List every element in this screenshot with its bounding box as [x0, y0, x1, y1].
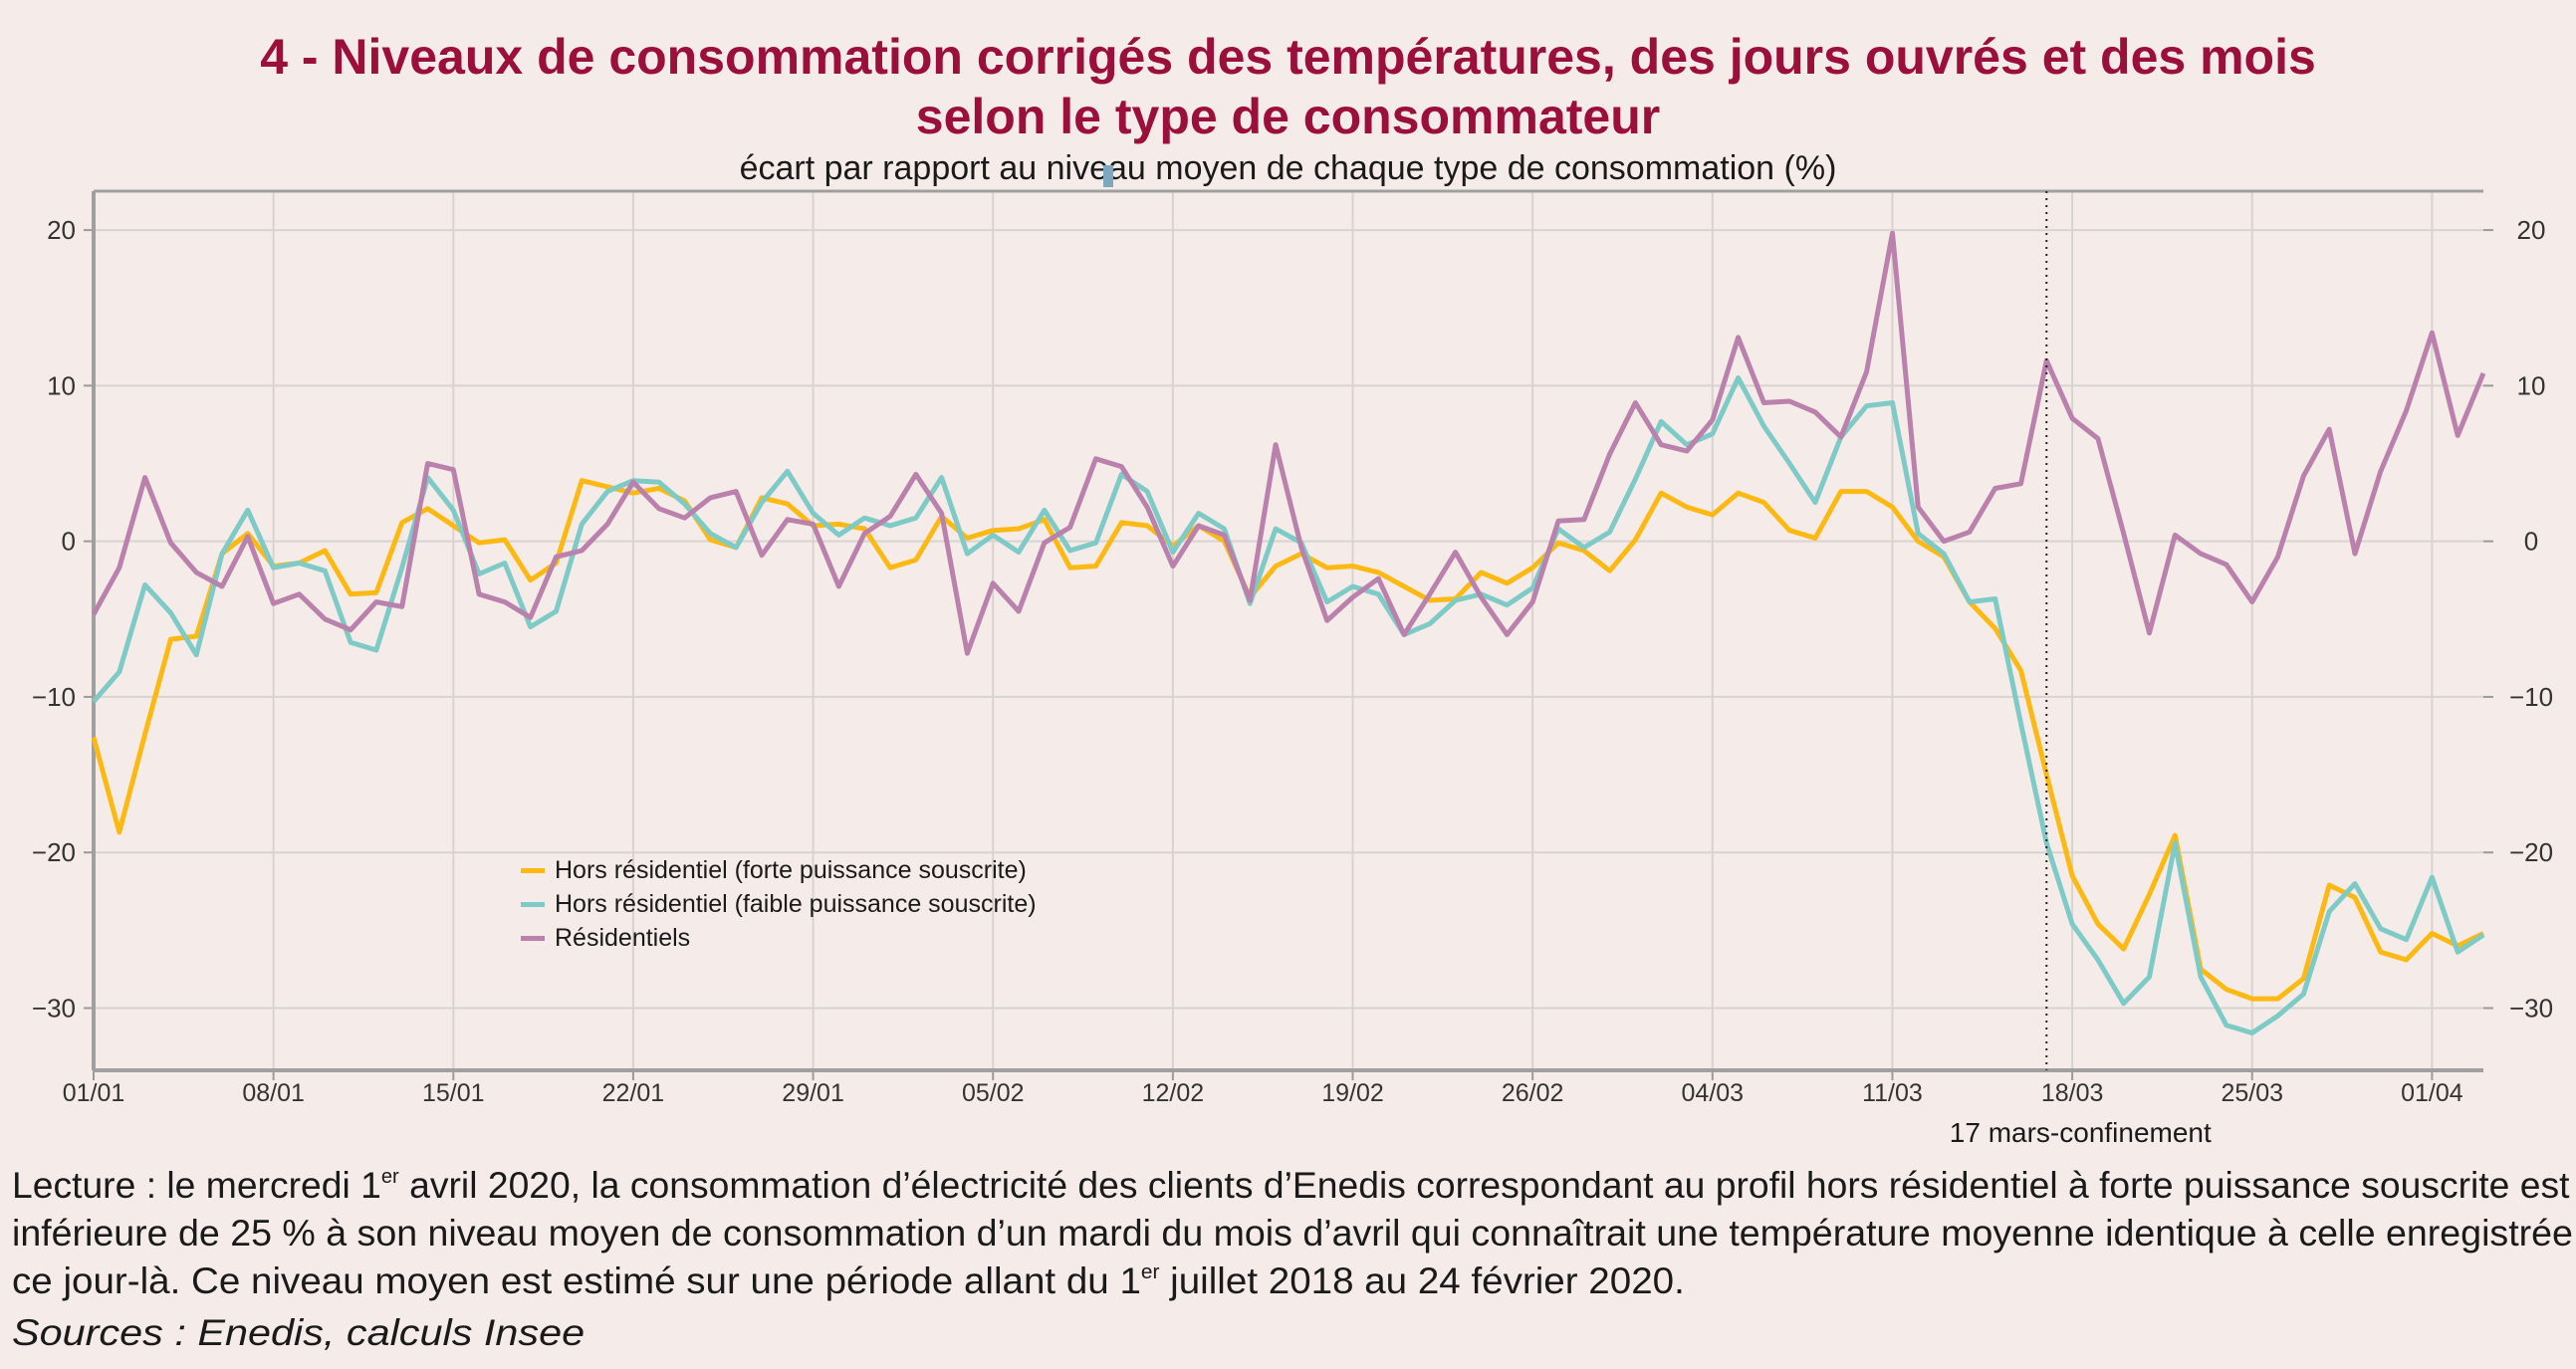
reading-note-line-3: ce jour-là. Ce niveau moyen est estimé s…: [12, 1260, 1685, 1301]
x-tick-label: 12/02: [1142, 1079, 1205, 1107]
x-tick-label: 26/02: [1502, 1079, 1564, 1107]
subtitle-marker-square: [1103, 165, 1113, 187]
y-tick-label: 20: [47, 215, 76, 245]
series-line-0: [91, 478, 2485, 1002]
x-tick-label: 04/03: [1682, 1079, 1745, 1107]
y-tick-label: −10: [32, 682, 76, 712]
y-tick-label-right: 20: [2517, 215, 2546, 245]
x-tick-label: 08/01: [242, 1079, 305, 1107]
legend-label: Hors résidentiel (faible puissance sousc…: [555, 889, 1037, 918]
annotations: 17 mars-confinement: [1950, 191, 2212, 1148]
y-tick-label: −20: [32, 837, 76, 867]
x-tick-label: 29/01: [782, 1079, 844, 1107]
chart-title-line-1: 4 - Niveaux de consommation corrigés des…: [260, 29, 2316, 85]
legend-swatch: [521, 867, 545, 873]
legend-label: Résidentiels: [555, 923, 691, 952]
legend-swatch: [521, 901, 545, 907]
y-tick-label-right: 10: [2517, 370, 2546, 400]
legend-label: Hors résidentiel (forte puissance souscr…: [555, 855, 1027, 884]
legend-swatch: [521, 935, 545, 941]
sources-note: Sources : Enedis, calculs Insee: [12, 1312, 585, 1353]
x-tick-label: 01/04: [2401, 1079, 2463, 1107]
legend-item-faible: Hors résidentiel (faible puissance sousc…: [521, 887, 1037, 921]
confinement-label: 17 mars-confinement: [1950, 1117, 2212, 1148]
y-tick-label-right: −30: [2509, 993, 2553, 1023]
y-tick-label: 10: [47, 370, 76, 400]
x-tick-label: 01/01: [63, 1079, 125, 1107]
reading-note-line-1: Lecture : le mercredi 1er avril 2020, la…: [12, 1165, 2570, 1206]
chart-title-line-2: selon le type de consommateur: [915, 89, 1661, 144]
y-tick-label-right: 0: [2524, 527, 2538, 557]
x-tick-label: 05/02: [962, 1079, 1025, 1107]
reading-note-line-2: inférieure de 25 % à son niveau moyen de…: [12, 1213, 2573, 1254]
x-tick-label: 11/03: [1862, 1079, 1923, 1107]
y-tick-label-right: −10: [2509, 682, 2553, 712]
x-tick-label: 25/03: [2221, 1079, 2283, 1107]
grid: [94, 191, 2483, 1070]
y-tick-label-right: −20: [2509, 837, 2553, 867]
legend: Hors résidentiel (forte puissance souscr…: [521, 853, 1037, 955]
legend-item-forte: Hors résidentiel (forte puissance souscr…: [521, 853, 1037, 887]
x-tick-label: 22/01: [602, 1079, 665, 1107]
y-tick-label: −30: [32, 993, 76, 1023]
x-tick-label: 18/03: [2041, 1079, 2104, 1107]
x-tick-label: 15/01: [422, 1079, 485, 1107]
series-lines: [91, 230, 2486, 1035]
y-tick-label: 0: [62, 527, 76, 557]
series-line-1: [92, 375, 2485, 1035]
x-tick-label: 19/02: [1321, 1079, 1384, 1107]
series-line-2: [91, 230, 2486, 656]
axes: 20 20 10 10 0 0 −10 −10 −20 −20 −30 −30 01/01 08/01 15…: [32, 165, 2553, 1107]
chart-subtitle: écart par rapport au niveau moyen de cha…: [739, 149, 1837, 187]
legend-item-residentiels: Résidentiels: [521, 921, 1037, 955]
